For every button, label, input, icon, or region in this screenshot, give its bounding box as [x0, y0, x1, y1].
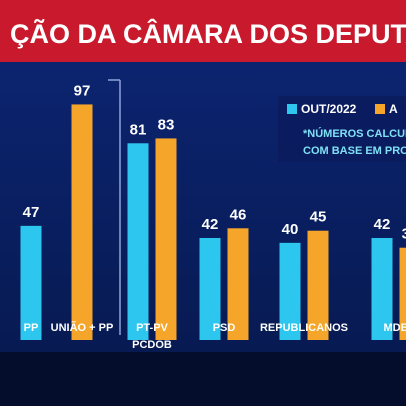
bar — [307, 230, 329, 340]
value-label: 42 — [202, 216, 219, 233]
x-tick-label: REPUBLICANOS — [260, 322, 348, 334]
x-tick-label: PSD — [213, 322, 236, 334]
value-label: 40 — [282, 221, 299, 238]
value-label: 38 — [402, 226, 406, 243]
legend-swatch — [287, 104, 297, 114]
value-label: 42 — [374, 216, 391, 233]
x-tick-label: PT-PV PCDOB — [132, 322, 172, 351]
x-tick-line: PCDOB — [132, 339, 172, 351]
bar — [71, 104, 93, 340]
x-tick-label: MDB — [383, 322, 406, 334]
value-label: 47 — [23, 204, 40, 221]
bar — [127, 143, 149, 340]
legend-label: OUT/2022 — [301, 102, 357, 116]
bar — [20, 225, 42, 340]
note: *NÚMEROS CALCUL — [303, 127, 406, 140]
x-tick-label: UNIÃO + PP — [51, 321, 114, 334]
bar — [399, 247, 406, 340]
value-label: 97 — [74, 82, 91, 99]
legend-swatch — [375, 104, 385, 114]
bar — [199, 238, 221, 340]
x-tick-label: PP — [24, 322, 39, 334]
note: COM BASE EM PRO — [303, 145, 406, 157]
value-label: 81 — [130, 121, 147, 138]
x-tick-line: PT-PV — [136, 322, 168, 334]
legend-label: A — [389, 102, 398, 116]
bar — [155, 138, 177, 340]
bar — [371, 238, 393, 340]
title-bar — [0, 0, 406, 62]
value-label: 45 — [310, 209, 327, 226]
chart-title: ÇÃO DA CÂMARA DOS DEPUTAD — [10, 18, 406, 49]
value-label: 83 — [158, 116, 175, 133]
value-label: 46 — [230, 206, 247, 223]
bar — [279, 242, 301, 340]
bar — [227, 228, 249, 340]
